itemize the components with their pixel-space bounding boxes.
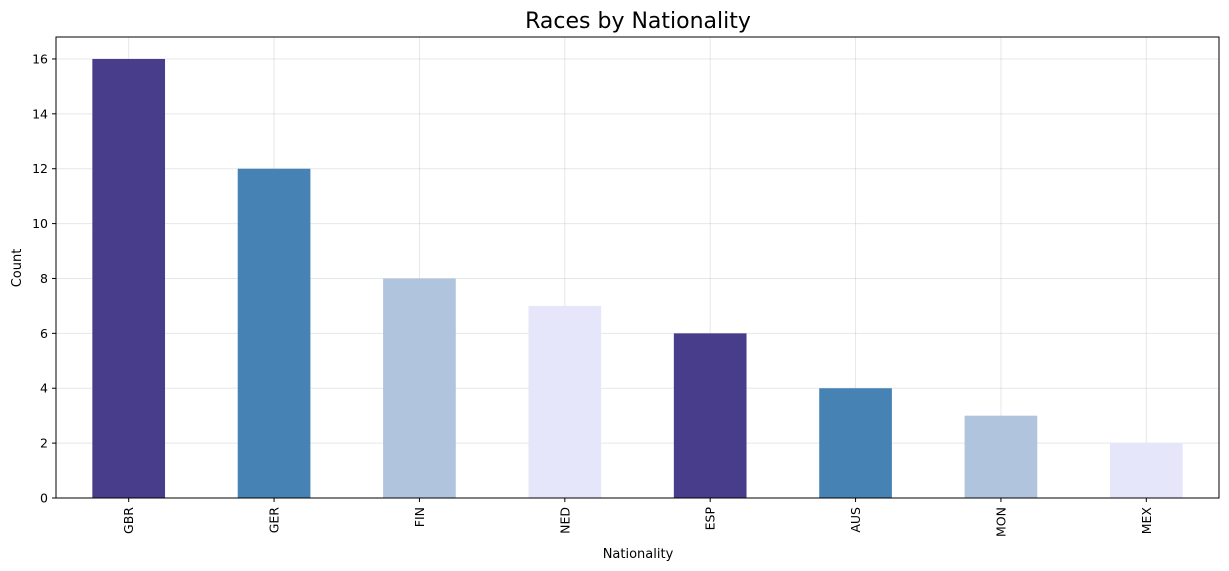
y-tick-label: 6 (40, 326, 48, 341)
bar-mon (964, 415, 1038, 498)
grid-lines (56, 37, 1219, 499)
y-tick-label: 14 (32, 106, 48, 121)
y-tick-label: 0 (40, 491, 48, 506)
x-tick-label: FIN (412, 507, 427, 527)
y-tick-label: 2 (40, 436, 48, 451)
bar-mex (1109, 443, 1183, 498)
x-tick-label: AUS (848, 507, 863, 533)
y-axis-label: Count (10, 249, 25, 288)
bar-ned (528, 305, 602, 498)
x-axis-label: Nationality (603, 547, 674, 562)
x-tick-label: NED (557, 507, 572, 534)
y-tick-label: 10 (32, 216, 48, 231)
bar-esp (673, 333, 747, 498)
bar-gbr (92, 58, 166, 498)
y-tick-label: 12 (32, 161, 48, 176)
bar-aus (819, 388, 892, 498)
x-tick-label: MEX (1139, 507, 1154, 535)
y-tick-label: 4 (40, 381, 48, 396)
y-tick-label: 16 (32, 51, 48, 66)
chart-title: Races by Nationality (525, 9, 751, 34)
x-tick-label: MON (993, 507, 1008, 537)
bar-fin (383, 278, 456, 498)
x-axis-ticks: GBR GER FIN NED ESP AUS MON MEX (121, 498, 1154, 537)
x-tick-label: GBR (121, 507, 136, 534)
bars (92, 58, 1183, 498)
x-tick-label: GER (267, 507, 282, 534)
x-tick-label: ESP (703, 507, 718, 531)
y-axis-ticks: 0 2 4 6 8 10 12 14 16 (32, 51, 56, 506)
bar-ger (237, 168, 311, 498)
plot-frame (55, 36, 1220, 499)
y-tick-label: 8 (40, 271, 48, 286)
